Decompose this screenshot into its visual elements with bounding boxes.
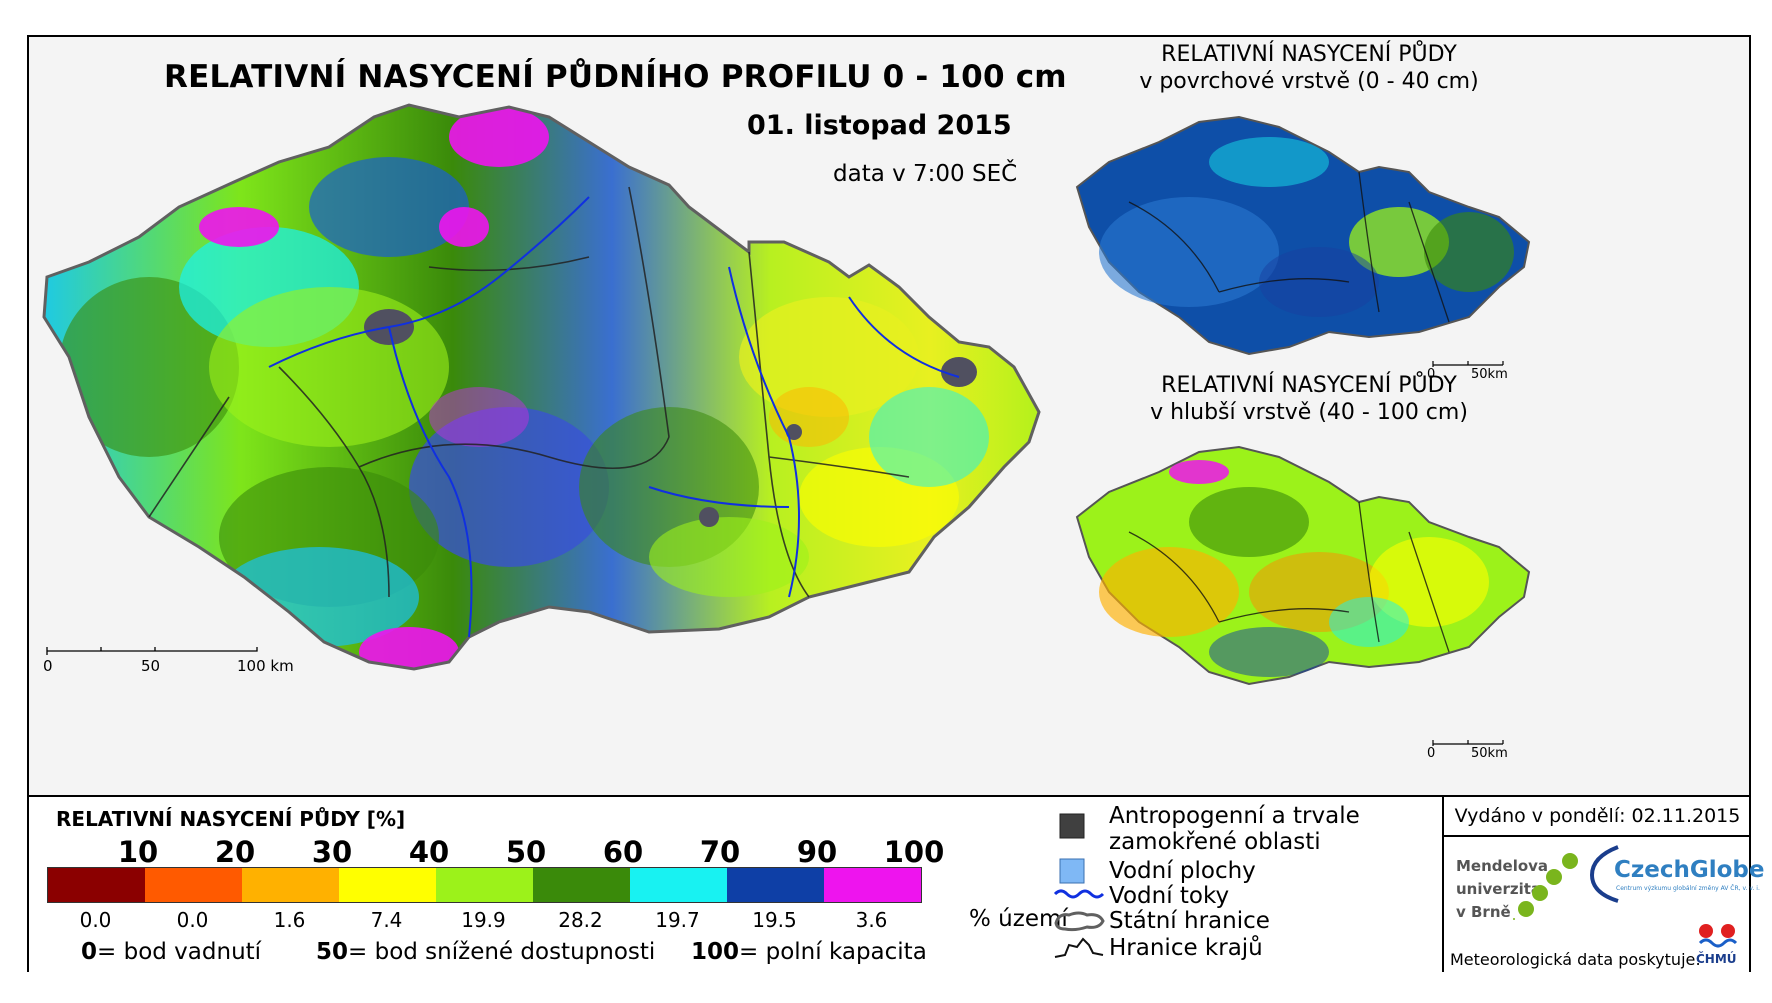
map-area: RELATIVNÍ NASYCENÍ PŮDNÍHO PROFILU 0 - 1… (29, 37, 1749, 795)
legend-color-segment (339, 868, 436, 902)
legend-tick: 90 (796, 835, 838, 869)
legend-color-segment (145, 868, 242, 902)
map-frame: RELATIVNÍ NASYCENÍ PŮDNÍHO PROFILU 0 - 1… (27, 35, 1765, 972)
legend-color-segment (824, 868, 921, 902)
czechglobe-arc-icon (1589, 845, 1619, 903)
percent-unit: % území (969, 906, 1068, 932)
legend-tick: 60 (602, 835, 644, 869)
chmu-logo-text: ČHMÚ (1696, 952, 1737, 966)
legend-rivers: Vodní toky (1109, 883, 1230, 909)
main-soil-moisture-map (42, 103, 1041, 671)
note-field-capacity: 100= polní kapacita (691, 939, 927, 965)
mendel-university-logo-text: Mendelova univerzita v Brně (1456, 855, 1548, 924)
legend-color-segment (533, 868, 630, 902)
deep-scale-label-50: 50km (1471, 746, 1508, 761)
legend-tick: 10 (117, 835, 159, 869)
deep-layer-title: RELATIVNÍ NASYCENÍ PŮDY v hlubší vrstvě … (1119, 372, 1499, 426)
legend-tick: 100 (883, 835, 945, 869)
issued-panel: Vydáno v pondělí: 02.11.2015 Mendelova u… (1442, 797, 1765, 972)
legend-percentage: 1.6 (273, 908, 306, 932)
main-scale-label-0: 0 (43, 657, 53, 675)
note-wilting-text: = bod vadnutí (97, 939, 262, 965)
note-reduced-text: = bod snížené dostupnosti (348, 939, 656, 965)
surface-layer-map (1075, 115, 1531, 356)
czechglobe-logo: CzechGlobe (1614, 857, 1765, 883)
legend-title: RELATIVNÍ NASYCENÍ PŮDY [%] (56, 807, 406, 831)
legend-percentage: 19.5 (752, 908, 797, 932)
legend-color-segment (436, 868, 533, 902)
water-body-icon (1059, 858, 1085, 884)
note-field-value: 100 (691, 939, 740, 965)
note-field-text: = polní kapacita (739, 939, 927, 965)
surface-title-line1: RELATIVNÍ NASYCENÍ PŮDY (1161, 42, 1457, 67)
note-reduced-value: 50 (316, 939, 349, 965)
deep-layer-map (1075, 445, 1531, 686)
main-scale-label-100: 100 km (237, 657, 294, 675)
legend-percentage: 0.0 (176, 908, 209, 932)
legend-percentage: 7.4 (370, 908, 403, 932)
surface-title-line2: v povrchové vrstvě (0 - 40 cm) (1139, 69, 1479, 94)
mendel-line3: v Brně (1456, 903, 1511, 921)
credits-panel: Mendelova univerzita v Brně CzechGlobe C… (1444, 837, 1765, 972)
mendel-dots-logo (1513, 853, 1578, 920)
legend-tick: 30 (311, 835, 353, 869)
anthropogenic-area-icon (1059, 813, 1085, 839)
note-reduced-availability: 50= bod snížené dostupnosti (316, 939, 655, 965)
main-scale-label-50: 50 (141, 657, 161, 675)
deep-title-line2: v hlubší vrstvě (40 - 100 cm) (1150, 400, 1468, 425)
legend-color-segment (630, 868, 727, 902)
meteo-data-provider: Meteorologická data poskytuje: (1450, 950, 1701, 969)
legend-percentage: 3.6 (855, 908, 888, 932)
main-title: RELATIVNÍ NASYCENÍ PŮDNÍHO PROFILU 0 - 1… (164, 59, 1067, 95)
region-border-icon (1054, 937, 1104, 958)
legend-anthropogenic: Antropogenní a trvale zamokřené oblasti (1109, 803, 1360, 855)
surface-scale-label-0: 0 (1427, 367, 1436, 382)
issued-date: Vydáno v pondělí: 02.11.2015 (1444, 797, 1751, 837)
deep-title-line1: RELATIVNÍ NASYCENÍ PŮDY (1161, 373, 1457, 398)
river-line-icon (1053, 889, 1105, 899)
legend-state-border: Státní hranice (1109, 908, 1270, 934)
mendel-line1: Mendelova (1456, 857, 1549, 875)
legend-percentage: 28.2 (558, 908, 603, 932)
chmu-logo-icon (1698, 924, 1738, 948)
legend-tick: 50 (505, 835, 547, 869)
legend-percentage: 19.7 (655, 908, 700, 932)
legend-region-border: Hranice krajů (1109, 935, 1263, 961)
deep-scale-bar (1432, 740, 1504, 746)
legend-panel: RELATIVNÍ NASYCENÍ PŮDY [%] 10 20 30 40 50 60… (29, 795, 1765, 972)
map-date: 01. listopad 2015 (747, 110, 1012, 141)
legend-percentage: 19.9 (461, 908, 506, 932)
note-wilting-point: 0= bod vadnutí (81, 939, 261, 965)
czechglobe-subtitle: Centrum výzkumu globální změny AV ČR, v.… (1616, 885, 1760, 892)
legend-anthropogenic-line2: zamokřené oblasti (1109, 829, 1321, 855)
main-scale-bar (46, 647, 258, 655)
surface-scale-label-50: 50km (1471, 367, 1508, 382)
surface-scale-bar (1432, 361, 1504, 367)
legend-tick: 40 (408, 835, 450, 869)
legend-tick: 70 (699, 835, 741, 869)
state-border-icon (1054, 911, 1105, 932)
legend-color-segment (48, 868, 145, 902)
czechglobe-name: CzechGlobe (1614, 857, 1765, 883)
data-time: data v 7:00 SEČ (833, 161, 1018, 187)
surface-layer-title: RELATIVNÍ NASYCENÍ PŮDY v povrchové vrst… (1119, 41, 1499, 95)
legend-tick: 20 (214, 835, 256, 869)
legend-color-segment (242, 868, 339, 902)
legend-anthropogenic-line1: Antropogenní a trvale (1109, 803, 1360, 829)
mendel-line2: univerzita (1456, 880, 1542, 898)
legend-color-segment (727, 868, 824, 902)
legend-water-bodies: Vodní plochy (1109, 858, 1256, 884)
legend-percentage: 0.0 (79, 908, 112, 932)
legend-color-bar (47, 867, 922, 903)
deep-scale-label-0: 0 (1427, 746, 1436, 761)
note-wilting-value: 0 (81, 939, 98, 965)
